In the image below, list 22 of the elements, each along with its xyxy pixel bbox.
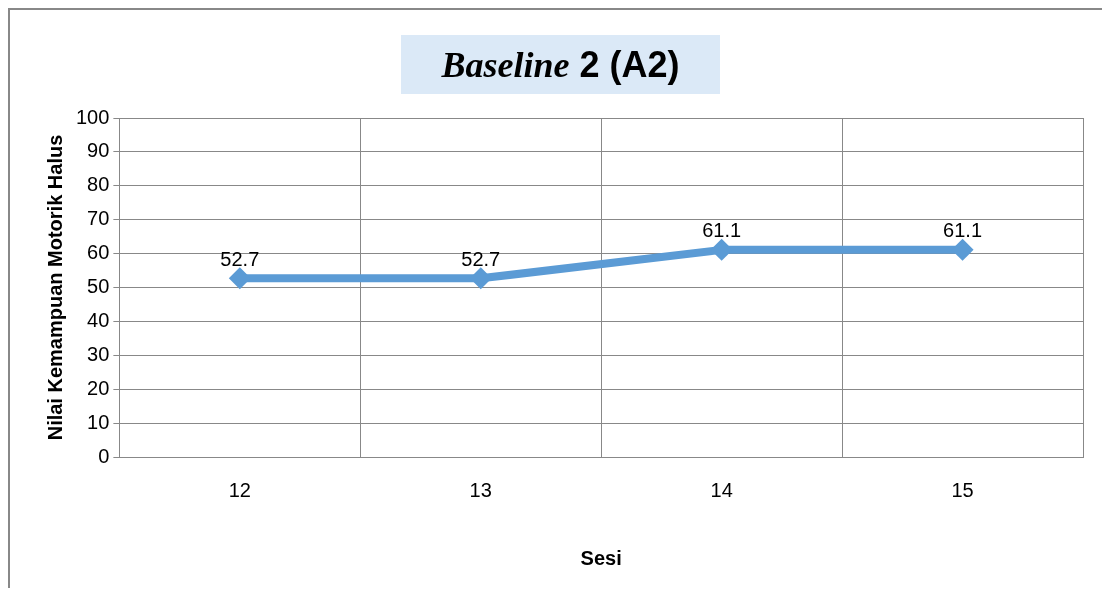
- chart-title: Baseline 2 (A2): [441, 43, 680, 86]
- y-tick-label: 10: [87, 410, 110, 433]
- y-tick-label: 100: [75, 105, 110, 128]
- y-tick-label: 40: [87, 308, 110, 331]
- y-tick-label: 60: [87, 241, 110, 264]
- x-axis-title: Sesi: [580, 546, 622, 569]
- y-tick-label: 30: [87, 342, 110, 365]
- data-label: 52.7: [461, 247, 501, 270]
- data-label: 61.1: [702, 219, 742, 242]
- y-tick-label: 90: [87, 139, 110, 162]
- x-tick-label: 15: [951, 478, 974, 501]
- y-axis-title: Nilai Kemampuan Motorik Halus: [43, 134, 66, 441]
- y-tick-label: 80: [87, 173, 110, 196]
- y-tick-label: 20: [87, 376, 110, 399]
- x-tick-label: 12: [228, 478, 251, 501]
- y-tick-label: 70: [87, 207, 110, 230]
- y-tick-label: 50: [87, 275, 110, 298]
- x-tick-label: 13: [469, 478, 492, 501]
- data-label: 52.7: [220, 247, 260, 270]
- y-tick-label: 0: [98, 444, 110, 467]
- x-tick-label: 14: [710, 478, 733, 501]
- data-label: 61.1: [943, 219, 983, 242]
